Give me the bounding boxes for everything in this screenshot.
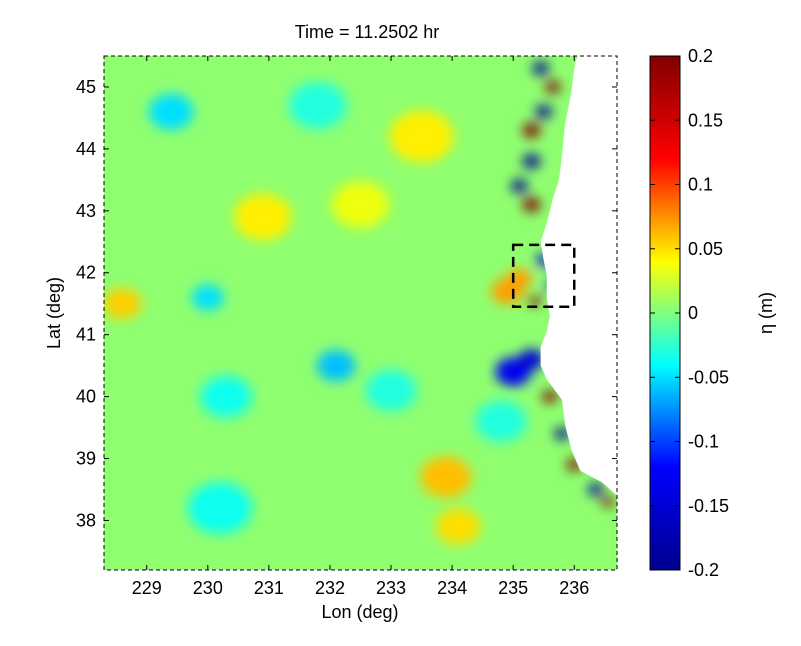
anomaly-mark (200, 375, 252, 418)
y-tick-label: 42 (76, 263, 96, 283)
anomaly-mark (601, 496, 615, 508)
y-tick-label: 38 (76, 510, 96, 530)
plot-background (104, 56, 617, 570)
colorbar-tick-label: -0.05 (688, 367, 729, 387)
x-tick-label: 235 (498, 578, 528, 598)
anomaly-mark (187, 482, 253, 535)
colorbar-label: η (m) (756, 292, 776, 334)
colorbar: 0.2 0.15 0.1 0.05 0 -0.05 -0.1 -0.15 -0.2 η (m) (649, 46, 776, 580)
anomaly-mark (535, 104, 553, 119)
plot-frame (103, 55, 618, 571)
anomaly-mark (104, 288, 142, 320)
y-tick-label: 43 (76, 201, 96, 221)
anomaly-mark (506, 268, 533, 290)
colorbar-tick-label: 0.15 (688, 110, 723, 130)
anomaly-mark (554, 427, 570, 440)
colorbar-tick-label: -0.2 (688, 560, 719, 580)
anomaly-mark (191, 284, 224, 311)
y-tick-label: 40 (76, 387, 96, 407)
x-tick-label: 232 (315, 578, 345, 598)
x-tick-label: 231 (254, 578, 284, 598)
anomaly-mark (587, 483, 604, 496)
y-tick-label: 39 (76, 449, 96, 469)
x-axis-label: Lon (deg) (321, 602, 398, 622)
anomaly-mark (365, 369, 417, 412)
anomaly-mark (420, 456, 472, 498)
x-axis-ticks: 229 230 231 232 233 234 235 236 (132, 56, 589, 598)
x-tick-label: 234 (437, 578, 467, 598)
x-tick-label: 236 (559, 578, 589, 598)
colorbar-ticks: 0.2 0.15 0.1 0.05 0 -0.05 -0.1 -0.15 -0.2 (650, 46, 729, 580)
anomaly-mark (510, 179, 528, 193)
y-tick-label: 44 (76, 139, 96, 159)
y-tick-label: 45 (76, 77, 96, 97)
colorbar-tick-label: -0.1 (688, 432, 719, 452)
colorbar-tick-label: 0 (688, 303, 698, 323)
anomaly-mark (545, 80, 561, 94)
x-tick-label: 233 (376, 578, 406, 598)
anomaly-mark (435, 508, 481, 545)
anomaly-mark (389, 110, 454, 163)
colorbar-tick-label: 0.05 (688, 239, 723, 259)
anomaly-mark (522, 154, 541, 169)
land-mask (540, 56, 617, 496)
anomaly-mark (148, 93, 194, 130)
anomaly-mark (475, 400, 527, 443)
y-axis-label: Lat (deg) (44, 277, 64, 349)
anomaly-mark (532, 61, 549, 76)
anomaly-mark (518, 349, 545, 370)
anomaly-mark (233, 193, 292, 241)
chart-title: Time = 11.2502 hr (295, 22, 440, 42)
colorbar-tick-label: 0.1 (688, 175, 713, 195)
anomaly-mark (542, 390, 558, 403)
x-tick-label: 229 (132, 578, 162, 598)
anomaly-mark (288, 82, 347, 129)
anomaly-mark (331, 181, 390, 228)
anomaly-layer (104, 61, 615, 545)
anomaly-mark (522, 197, 541, 212)
anomaly-mark (316, 350, 356, 382)
colorbar-tick-label: 0.2 (688, 46, 713, 66)
plot-area (104, 56, 617, 570)
inset-box (511, 243, 576, 309)
y-axis-ticks: 38 39 40 41 42 43 44 45 (76, 77, 617, 530)
anomaly-mark (528, 295, 541, 306)
x-tick-label: 230 (193, 578, 223, 598)
colorbar-tick-label: -0.15 (688, 496, 729, 516)
y-tick-label: 41 (76, 325, 96, 345)
anomaly-mark (522, 123, 541, 138)
